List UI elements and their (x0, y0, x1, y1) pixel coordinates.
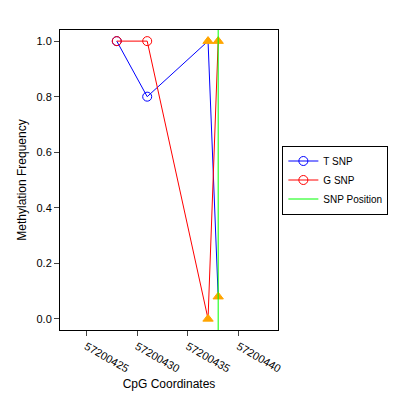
svg-text:0.0: 0.0 (37, 313, 52, 325)
svg-text:0.4: 0.4 (37, 202, 52, 214)
svg-text:57200440: 57200440 (235, 340, 283, 375)
svg-text:Methylation Frequency: Methylation Frequency (15, 119, 29, 240)
svg-text:0.2: 0.2 (37, 257, 52, 269)
svg-text:T SNP: T SNP (323, 156, 353, 167)
svg-text:1.0: 1.0 (37, 35, 52, 47)
svg-text:0.6: 0.6 (37, 146, 52, 158)
svg-text:57200425: 57200425 (83, 340, 131, 375)
svg-text:CpG Coordinates: CpG Coordinates (123, 377, 216, 391)
svg-text:G SNP: G SNP (323, 175, 354, 186)
svg-text:SNP Position: SNP Position (323, 194, 382, 205)
svg-text:57200435: 57200435 (184, 340, 232, 375)
svg-text:0.8: 0.8 (37, 91, 52, 103)
svg-text:57200430: 57200430 (133, 340, 181, 375)
